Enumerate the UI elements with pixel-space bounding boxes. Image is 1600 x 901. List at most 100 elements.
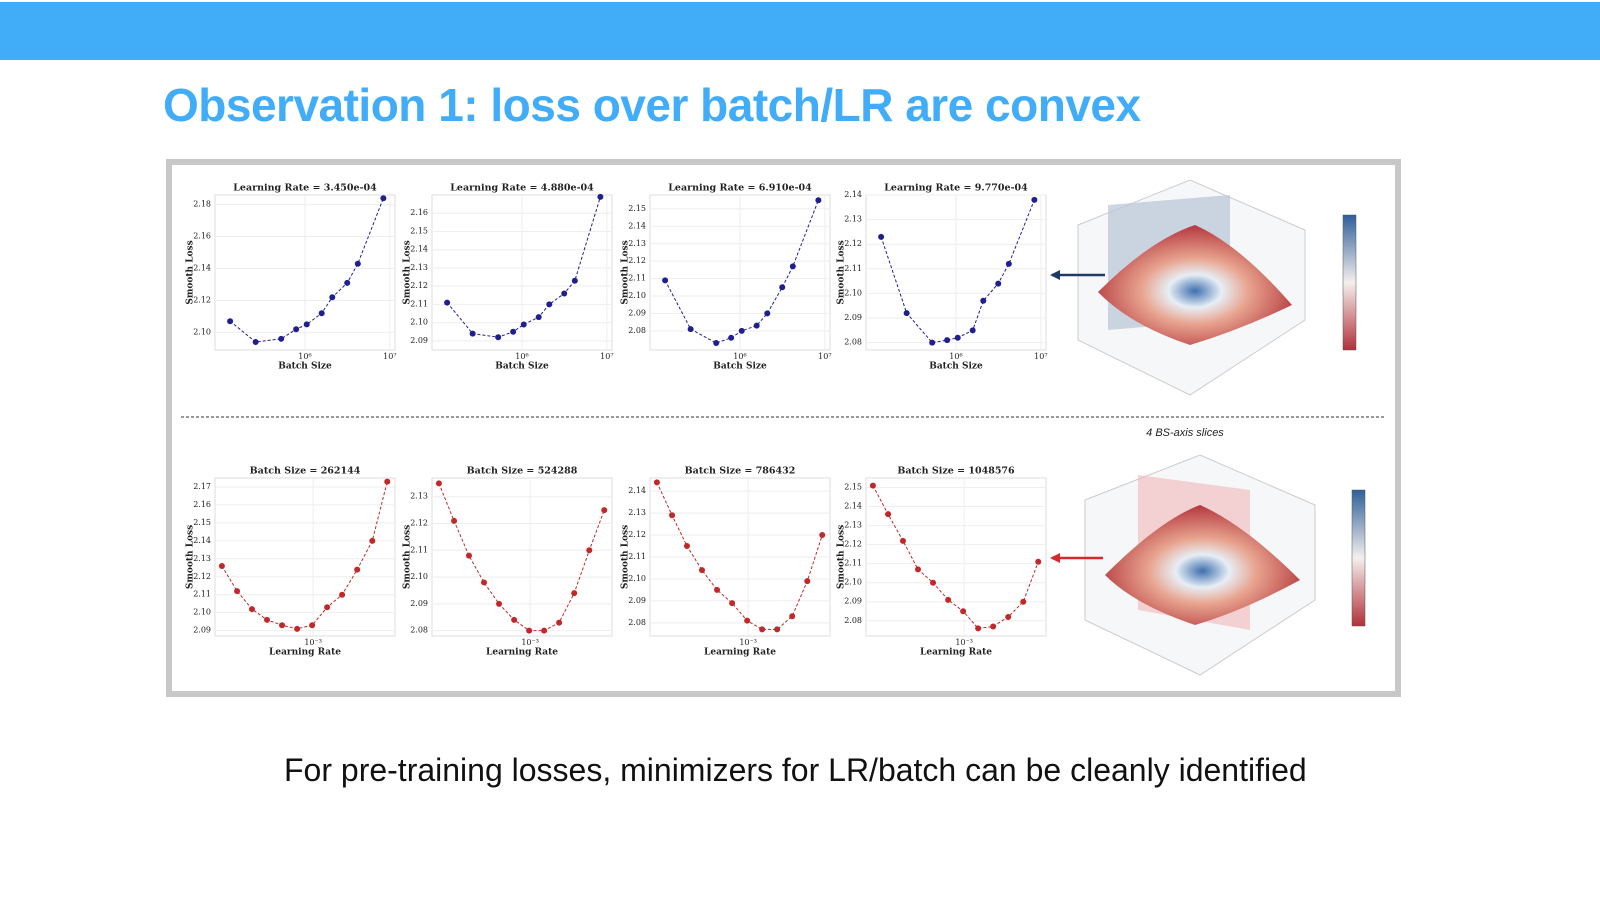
y-tick-label: 2.13 [193,554,211,563]
y-tick-label: 2.09 [844,313,862,322]
loss-point [969,327,976,334]
loss-point [728,334,735,341]
y-tick-label: 2.10 [844,578,862,587]
loss-point [779,284,786,291]
x-tick-label: 10⁻³ [521,638,539,647]
plot-area [214,477,396,637]
y-tick-label: 2.10 [628,291,646,300]
y-tick-label: 2.09 [193,626,211,635]
x-axis-label: Batch Size [713,362,767,372]
y-axis-label: Smooth Loss [186,525,196,589]
loss-point [444,299,451,306]
y-tick-label: 2.11 [844,559,862,568]
chart-title: Learning Rate = 3.450e-04 [233,183,377,194]
x-tick-label: 10⁻³ [955,638,973,647]
loss-point [252,339,259,346]
loss-point [944,337,951,344]
loss-point [753,322,760,329]
plot-area [431,477,613,637]
y-tick-label: 2.11 [193,590,211,599]
loss-point [571,277,578,284]
y-tick-label: 2.08 [628,326,646,335]
y-tick-label: 2.12 [628,256,646,265]
loss-point [930,579,937,586]
y-axis-label: Smooth Loss [837,240,847,304]
loss-point [329,294,336,301]
y-tick-label: 2.11 [410,299,428,308]
loss-point [234,588,241,595]
loss-point [954,334,961,341]
figure-content: 4 LR-axis slices 2.10 2.12 2.14 2.16 2.18 10⁶ 1… [186,154,1225,658]
y-tick-label: 2.15 [410,226,428,235]
y-axis-label: Smooth Loss [621,240,631,304]
y-tick-label: 2.13 [628,239,646,248]
loss-point [601,507,608,514]
loss-point [380,195,387,202]
loss-point [309,622,316,629]
loss-point [990,623,997,630]
loss-point [789,613,796,620]
loss-point [384,478,391,485]
loss-point [469,330,476,337]
loss-point [248,606,255,613]
loss-point [1031,196,1038,203]
loss-point [369,537,376,544]
loss-point [344,279,351,286]
loss-point [571,590,578,597]
x-tick-label: 10⁶ [298,352,311,361]
loss-line [438,483,605,632]
surface-plot [1050,454,1366,676]
loss-point [714,586,721,593]
y-tick-label: 2.10 [410,572,428,581]
loss-point [541,627,548,634]
loss-line [880,199,1035,344]
loss-point [556,619,563,626]
y-tick-label: 2.10 [410,318,428,327]
loss-point [729,600,736,607]
x-axis-label: Learning Rate [486,648,558,658]
y-tick-label: 2.09 [628,308,646,317]
y-tick-label: 2.08 [844,338,862,347]
x-tick-label: 10⁻³ [304,638,322,647]
x-tick-label: 10⁷ [383,352,396,361]
loss-point [662,277,669,284]
loss-point [526,627,533,634]
y-axis-label: Smooth Loss [403,525,413,589]
x-axis-label: Learning Rate [920,648,992,658]
y-tick-label: 2.12 [410,519,428,528]
loss-point [789,263,796,270]
loss-point [495,334,502,341]
y-tick-label: 2.09 [844,597,862,606]
y-axis-label: Smooth Loss [621,525,631,589]
loss-point [995,280,1002,287]
loss-point [520,321,527,328]
y-tick-label: 2.14 [844,502,862,511]
y-tick-label: 2.12 [193,572,211,581]
loss-point [1035,558,1042,565]
loss-point [294,625,301,632]
y-tick-label: 2.08 [844,616,862,625]
y-tick-label: 2.10 [844,288,862,297]
loss-point [496,600,503,607]
loss-point [899,537,906,544]
loss-point [293,326,300,333]
loss-point [535,314,542,321]
loss-point [815,197,822,204]
loss-point [511,616,518,623]
x-tick-label: 10⁷ [818,352,831,361]
chart-title: Learning Rate = 4.880e-04 [450,183,594,194]
slices-label: 4 LR-axis slices [1146,154,1224,166]
y-tick-label: 2.14 [628,486,646,495]
y-tick-label: 2.16 [193,232,211,241]
x-tick-label: 10⁷ [600,352,613,361]
x-axis-label: Learning Rate [704,648,776,658]
loss-point [510,328,517,335]
chart-title: Learning Rate = 6.910e-04 [668,183,812,194]
loss-point [687,326,694,333]
loss-point [975,625,982,632]
loss-point [318,310,325,317]
loss-point [669,512,676,519]
y-tick-label: 2.13 [844,215,862,224]
loss-point [980,297,987,304]
